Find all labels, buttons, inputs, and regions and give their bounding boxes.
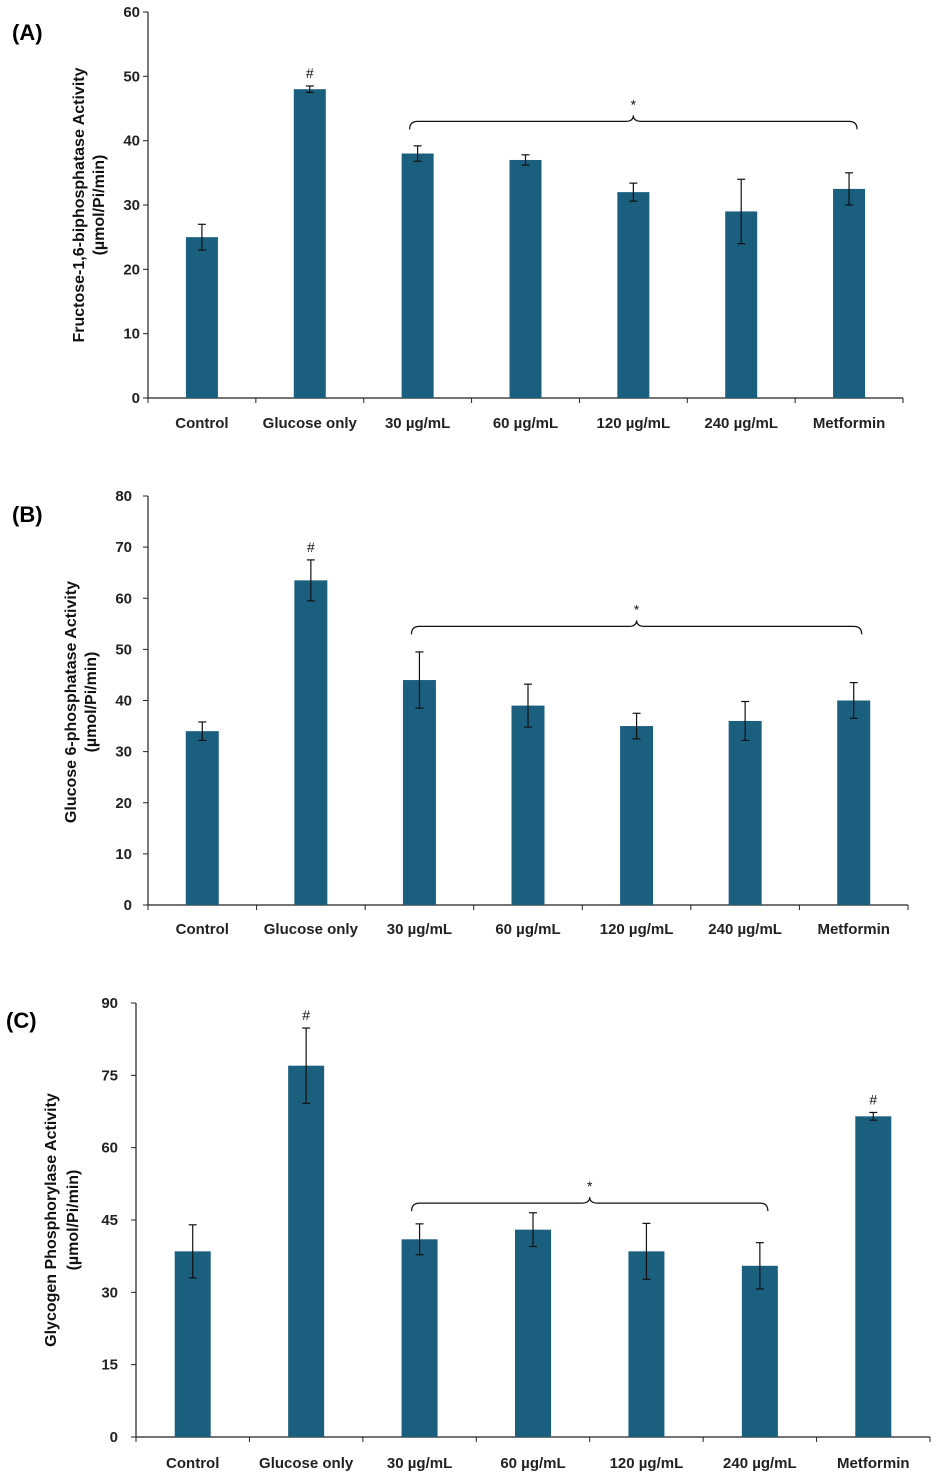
bar [401,1239,438,1437]
x-tick-label: 120 µg/mL [600,921,674,938]
bar [620,726,654,905]
y-tick-label: 30 [101,1284,118,1301]
bracket-mark: * [631,96,637,112]
y-tick-label: 30 [123,197,140,214]
y-tick-label: 10 [123,326,140,343]
x-tick-label: 60 µg/mL [500,1455,565,1472]
bar [855,1116,892,1437]
bar [288,1065,325,1437]
bar [509,159,542,398]
bar [617,192,650,398]
bar [833,188,866,398]
y-tick-label: 60 [123,4,140,21]
y-tick-label: 60 [115,590,132,607]
x-tick-label: 30 µg/mL [385,415,450,432]
y-tick-label: 0 [110,1429,118,1446]
chart-panel-a: (A) Fructose-1,6-biphosphatase Activity … [12,4,904,432]
y-tick-label: 60 [101,1140,118,1157]
y-tick-label: 50 [123,68,140,85]
x-tick-label: 30 µg/mL [387,921,452,938]
bar [515,1229,551,1437]
y-tick-label: 90 [101,995,118,1012]
bar [511,705,545,905]
bar [185,731,219,905]
x-tick-label: 120 µg/mL [610,1455,684,1472]
significance-bracket [410,1197,769,1212]
y-tick-label: 20 [123,261,140,278]
x-tick-label: Control [175,415,228,432]
y-axis-label-c-line1: Glycogen Phosphorylase Activity [43,1093,60,1347]
panel-label-c: (C) [6,1008,37,1033]
y-tick-label: 70 [115,539,132,556]
x-tick-label: Control [166,1455,219,1472]
x-tick-label: Control [176,921,229,938]
y-axis-label-a-line2: (µmol/Pi/min) [91,155,108,256]
x-tick-label: 240 µg/mL [708,921,782,938]
y-tick-label: 40 [115,693,132,710]
bracket-mark: * [634,601,640,617]
x-tick-label: 240 µg/mL [704,415,778,432]
bar [741,1265,778,1437]
significance-mark: # [869,1091,877,1107]
bar [402,680,436,905]
y-axis-label-b-line1: Glucose 6-phosphatase Activity [63,581,80,823]
bar [401,153,434,398]
bar [837,700,871,905]
bar [174,1251,211,1437]
y-tick-label: 75 [101,1067,118,1084]
x-tick-label: 120 µg/mL [597,415,671,432]
plot-area-a: 0 10 20 30 40 50 60 Control # Glucose only 30 µg/m… [123,4,904,432]
significance-bracket [409,115,858,130]
x-tick-label: Metformin [813,415,886,432]
y-tick-label: 0 [132,390,140,407]
y-axis-label-b-line2: (µmol/Pi/min) [83,652,100,753]
x-tick-label: 240 µg/mL [723,1455,797,1472]
y-tick-label: 0 [124,897,132,914]
bar [728,720,762,905]
bar [628,1251,665,1437]
y-tick-label: 15 [101,1357,118,1374]
significance-mark: # [306,65,314,81]
y-tick-label: 20 [115,795,132,812]
y-tick-label: 80 [115,488,132,505]
y-tick-label: 10 [115,846,132,863]
bar [185,237,218,398]
x-tick-label: Glucose only [263,415,358,432]
significance-bracket [410,620,863,635]
panel-label-a: (A) [12,20,43,45]
x-tick-label: 30 µg/mL [387,1455,452,1472]
x-tick-label: Metformin [837,1455,910,1472]
x-tick-label: Glucose only [259,1455,354,1472]
plot-area-b: 0 10 20 30 40 50 60 70 80 Control # Glucose only 30 … [115,488,909,938]
y-tick-label: 50 [115,641,132,658]
bar [293,89,326,398]
x-tick-label: 60 µg/mL [495,921,560,938]
x-tick-label: Metformin [817,921,890,938]
bracket-mark: * [587,1178,593,1194]
chart-panel-c: (C) Glycogen Phosphorylase Activity (µmo… [6,995,931,1472]
bar [294,580,328,905]
x-tick-label: Glucose only [264,921,359,938]
y-axis-label-a-line1: Fructose-1,6-biphosphatase Activity [71,67,88,342]
panel-label-b: (B) [12,502,43,527]
significance-mark: # [302,1007,310,1023]
y-tick-label: 30 [115,744,132,761]
y-axis-label-c-line2: (µmol/Pi/min) [65,1170,82,1271]
y-tick-label: 45 [101,1212,118,1229]
plot-area-c: 0 15 30 45 60 75 90 Control # Glucose only 30 µg/m… [101,995,931,1472]
significance-mark: # [307,539,315,555]
x-tick-label: 60 µg/mL [493,415,558,432]
y-tick-label: 40 [123,133,140,150]
chart-panel-b: (B) Glucose 6-phosphatase Activity (µmol… [12,488,909,938]
